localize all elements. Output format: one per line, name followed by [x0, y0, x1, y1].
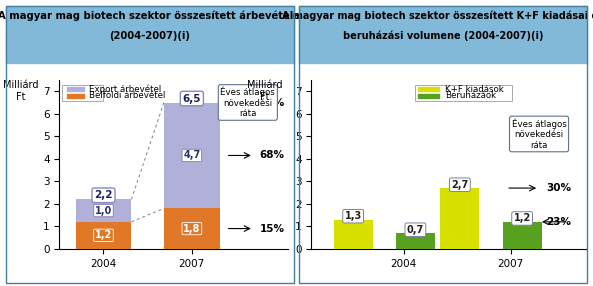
- Text: 44%: 44%: [260, 98, 285, 108]
- Text: 1,8: 1,8: [183, 224, 200, 234]
- Text: 1,3: 1,3: [345, 211, 362, 221]
- Text: Belföldi árbevétel: Belföldi árbevétel: [89, 91, 165, 100]
- Bar: [164, 103, 220, 208]
- Text: 23%: 23%: [546, 217, 571, 227]
- Text: 0,7: 0,7: [407, 225, 424, 235]
- Bar: [418, 94, 439, 98]
- Text: (2004-2007)(i): (2004-2007)(i): [109, 31, 190, 41]
- Text: 30%: 30%: [546, 183, 571, 193]
- Bar: [164, 208, 220, 249]
- Text: 15%: 15%: [260, 224, 285, 234]
- FancyBboxPatch shape: [62, 85, 104, 102]
- Bar: [66, 94, 84, 98]
- Text: A magyar mag biotech szektor összesített árbevétele: A magyar mag biotech szektor összesített…: [0, 11, 301, 21]
- Text: beruházási volumene (2004-2007)(i): beruházási volumene (2004-2007)(i): [343, 31, 543, 41]
- Text: 4,7: 4,7: [183, 150, 200, 160]
- Text: Milliárd
Ft: Milliárd Ft: [247, 80, 282, 102]
- Text: K+F kiadások: K+F kiadások: [445, 85, 503, 94]
- Bar: [66, 87, 84, 91]
- FancyBboxPatch shape: [415, 85, 512, 102]
- Text: 2,2: 2,2: [94, 190, 113, 200]
- Text: Export árbevétel: Export árbevétel: [89, 84, 161, 94]
- Bar: [440, 188, 479, 249]
- Text: 1,0: 1,0: [95, 206, 112, 216]
- Text: Éves átlagos
növekedési
ráta: Éves átlagos növekedési ráta: [512, 118, 566, 150]
- Text: 6,5: 6,5: [183, 94, 201, 104]
- Bar: [503, 222, 542, 249]
- Text: Éves átlagos
növekedési
ráta: Éves átlagos növekedési ráta: [221, 87, 275, 118]
- Text: 2,7: 2,7: [451, 180, 468, 190]
- Text: Beruházáok: Beruházáok: [445, 91, 496, 100]
- Bar: [75, 222, 132, 249]
- Bar: [418, 87, 439, 91]
- Bar: [75, 199, 132, 222]
- Text: 68%: 68%: [260, 150, 285, 160]
- Bar: [333, 220, 373, 249]
- Text: Milliárd
Ft: Milliárd Ft: [3, 80, 38, 102]
- Text: 1,2: 1,2: [95, 230, 112, 240]
- Text: 1,2: 1,2: [514, 213, 531, 223]
- Text: A magyar mag biotech szektor összesített K+F kiadásai és: A magyar mag biotech szektor összesített…: [282, 11, 593, 21]
- Bar: [396, 233, 435, 249]
